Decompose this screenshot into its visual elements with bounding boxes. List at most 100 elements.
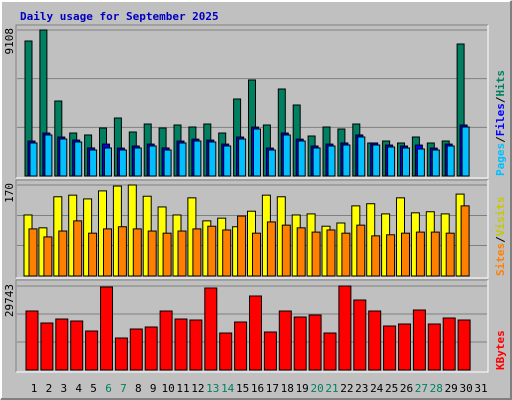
bar bbox=[89, 149, 98, 177]
legend-entry: Pages bbox=[494, 143, 507, 176]
bar bbox=[338, 285, 352, 371]
bar bbox=[416, 148, 425, 177]
bar bbox=[415, 231, 425, 277]
bar bbox=[222, 229, 232, 277]
bar bbox=[356, 224, 366, 277]
bar bbox=[430, 231, 440, 277]
bar bbox=[162, 232, 172, 277]
bar bbox=[442, 317, 456, 371]
bar bbox=[193, 140, 202, 177]
bar bbox=[103, 228, 112, 277]
bar bbox=[281, 224, 291, 277]
bar bbox=[398, 323, 411, 371]
panel-inset-dark bbox=[15, 24, 488, 178]
bar bbox=[58, 230, 68, 277]
x-tick-label: 17 bbox=[266, 382, 279, 395]
legend-entry: Hits bbox=[494, 70, 507, 97]
bar bbox=[159, 310, 173, 371]
x-tick-label: 31 bbox=[474, 382, 487, 395]
x-tick-label: 19 bbox=[296, 382, 309, 395]
bar bbox=[55, 318, 69, 371]
bar bbox=[282, 134, 291, 177]
x-tick-label: 11 bbox=[176, 382, 189, 395]
x-tick-label: 21 bbox=[325, 382, 338, 395]
bar bbox=[189, 319, 203, 371]
panel-inset-light bbox=[16, 25, 489, 179]
bar bbox=[74, 141, 83, 177]
bar bbox=[40, 322, 54, 371]
bar bbox=[207, 225, 217, 277]
panel-inset-light bbox=[16, 280, 489, 373]
legend: Pages/Files/Hits bbox=[494, 70, 507, 176]
bar bbox=[219, 332, 233, 371]
bar bbox=[144, 326, 158, 371]
bar bbox=[368, 310, 382, 371]
x-tick-label: 4 bbox=[75, 382, 82, 395]
bar bbox=[312, 147, 321, 177]
x-tick-label: 3 bbox=[60, 382, 67, 395]
bar bbox=[402, 147, 410, 177]
bar bbox=[371, 235, 381, 277]
bar bbox=[25, 310, 39, 371]
bar bbox=[263, 331, 277, 371]
x-tick-label: 12 bbox=[191, 382, 204, 395]
x-tick-label: 30 bbox=[459, 382, 472, 395]
bar bbox=[133, 147, 142, 177]
bar bbox=[129, 328, 143, 371]
x-tick-label: 10 bbox=[161, 382, 174, 395]
bar bbox=[85, 330, 99, 371]
bar bbox=[266, 221, 276, 277]
bar bbox=[278, 310, 292, 371]
bar bbox=[163, 149, 172, 177]
x-tick-label: 20 bbox=[310, 382, 323, 395]
bar bbox=[238, 138, 247, 177]
x-tick-label: 2 bbox=[46, 382, 53, 395]
bar bbox=[431, 149, 440, 177]
y-tick-label: 29743 bbox=[3, 284, 16, 317]
bar bbox=[357, 136, 366, 177]
x-tick-label: 7 bbox=[120, 382, 127, 395]
bar bbox=[73, 220, 83, 277]
bar bbox=[372, 144, 381, 177]
bar bbox=[252, 232, 261, 277]
bar bbox=[28, 228, 38, 277]
panel-inset-light bbox=[16, 180, 489, 279]
legend: KBytes bbox=[494, 330, 507, 370]
legend-entry: Files bbox=[494, 103, 507, 136]
bar bbox=[326, 229, 336, 277]
bar bbox=[296, 227, 306, 277]
x-tick-label: 13 bbox=[206, 382, 219, 395]
x-tick-label: 15 bbox=[236, 382, 249, 395]
bar bbox=[204, 287, 218, 371]
bar bbox=[100, 286, 113, 371]
x-tick-label: 9 bbox=[150, 382, 157, 395]
bar bbox=[192, 228, 202, 277]
bar bbox=[132, 228, 142, 277]
panel-inset-dark bbox=[15, 279, 488, 372]
bar bbox=[460, 205, 470, 277]
bar bbox=[223, 145, 232, 177]
legend-entry: Visits bbox=[494, 197, 507, 237]
bar bbox=[308, 314, 322, 371]
legend-separator: / bbox=[494, 236, 507, 243]
chart-title: Daily usage for September 2025 bbox=[20, 10, 219, 23]
bar bbox=[311, 231, 321, 277]
bar bbox=[147, 230, 157, 277]
bar bbox=[387, 146, 396, 177]
bar bbox=[104, 147, 112, 177]
bar bbox=[118, 149, 127, 177]
bar bbox=[59, 138, 68, 177]
bar bbox=[70, 320, 84, 371]
bar bbox=[297, 140, 306, 177]
x-tick-label: 25 bbox=[385, 382, 398, 395]
bar bbox=[174, 318, 188, 371]
bar bbox=[117, 226, 127, 277]
x-tick-label: 22 bbox=[340, 382, 353, 395]
bar bbox=[412, 309, 426, 371]
bar bbox=[114, 337, 128, 371]
y-tick-label: 9108 bbox=[3, 28, 16, 55]
bar bbox=[457, 319, 471, 371]
